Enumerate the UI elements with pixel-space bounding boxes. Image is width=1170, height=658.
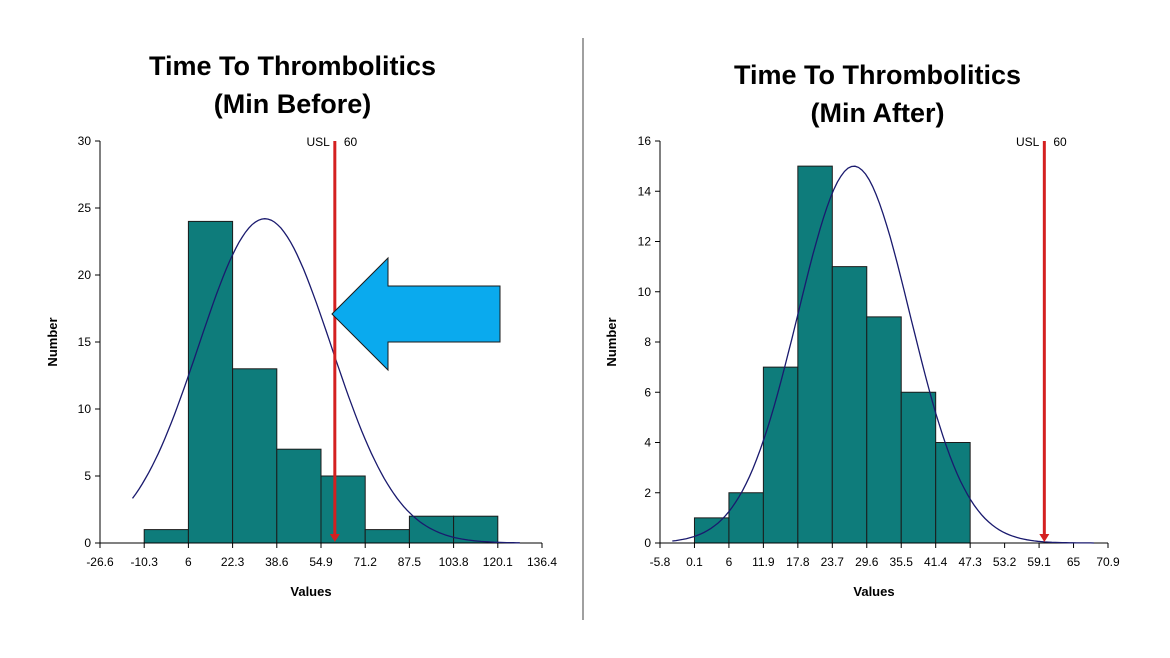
- histogram-bar: [232, 368, 278, 544]
- y-axis-title: Number: [604, 317, 619, 366]
- y-tick-label: 14: [638, 184, 652, 198]
- normal-fit-curve: [672, 165, 1095, 544]
- x-tick-label: 87.5: [398, 555, 422, 569]
- x-tick-label: 54.9: [309, 555, 333, 569]
- usl-arrowhead: [1039, 534, 1050, 542]
- x-tick-label: 136.4: [527, 555, 557, 569]
- histogram-bar: [866, 316, 902, 544]
- histogram-bar: [143, 529, 189, 544]
- histogram-bar: [728, 492, 764, 544]
- usl-value: 60: [1053, 135, 1067, 149]
- chart-panel-before: Time To Thrombolitics (Min Before) 0 5 10 1…: [45, 51, 557, 599]
- y-tick-label: 0: [84, 536, 91, 550]
- y-tick-label: 15: [78, 335, 92, 349]
- histogram-bar: [831, 266, 868, 544]
- x-tick-label: 71.2: [354, 555, 378, 569]
- y-tick-label: 4: [644, 436, 651, 450]
- chart-title-line1: Time To Thrombolitics: [148, 51, 437, 81]
- x-tick-label: 103.8: [439, 555, 469, 569]
- usl-label: USL: [306, 135, 330, 149]
- histogram-bar: [797, 165, 833, 544]
- histogram-bar: [762, 366, 799, 544]
- histogram-bar: [900, 391, 937, 544]
- x-tick-label: 38.6: [265, 555, 289, 569]
- chart-panel-after: Time To Thrombolitics (Min After) 0 2 4 6 8 1…: [585, 0, 1170, 658]
- highlight-arrow-icon: [331, 256, 501, 372]
- histogram-bar: [320, 475, 366, 544]
- x-tick-label: 120.1: [483, 555, 513, 569]
- normal-fit-curve: [131, 218, 520, 544]
- x-axis-title: Values: [290, 584, 331, 599]
- y-tick-label: 0: [644, 536, 651, 550]
- x-tick-label: 29.6: [855, 555, 879, 569]
- y-tick-label: 12: [638, 235, 652, 249]
- y-tick-label: 10: [78, 402, 92, 416]
- y-tick-label: 5: [84, 469, 91, 483]
- x-tick-label: 0.1: [686, 555, 703, 569]
- x-tick-label: 11.9: [752, 555, 775, 569]
- usl-arrowhead: [329, 534, 340, 542]
- x-tick-label: 70.9: [1096, 555, 1120, 569]
- usl-value: 60: [344, 135, 358, 149]
- y-tick-label: 8: [644, 335, 651, 349]
- x-axis-title: Values: [853, 584, 894, 599]
- x-tick-label: 17.8: [786, 555, 810, 569]
- histogram-bar: [693, 517, 730, 544]
- x-tick-label: 53.2: [993, 555, 1017, 569]
- chart-title-line2: (Min After): [810, 98, 945, 128]
- chart-title-line1: Time To Thrombolitics: [733, 60, 1022, 90]
- y-axis-title: Number: [45, 317, 60, 366]
- usl-label: USL: [1016, 135, 1040, 149]
- y-tick-label: 10: [638, 285, 652, 299]
- x-tick-label: -5.8: [650, 555, 671, 569]
- panel-divider: [582, 38, 584, 620]
- x-tick-label: 35.5: [890, 555, 914, 569]
- x-tick-label: 23.7: [821, 555, 845, 569]
- x-tick-label: 6: [185, 555, 192, 569]
- histogram-before: 0 5 10 15 20 25 30 -26.6 -10.3 6 22.3 38.6 54.9 71.2 8…: [45, 134, 557, 599]
- y-tick-label: 25: [78, 201, 92, 215]
- x-tick-label: 22.3: [221, 555, 245, 569]
- histogram-bar: [364, 529, 410, 544]
- histogram-after: 0 2 4 6 8 10 12 14 16 -5.8 0.1 6 11.9 17.8 23.7 29.6 35.…: [604, 134, 1120, 599]
- x-tick-label: -10.3: [131, 555, 159, 569]
- x-tick-label: 6: [726, 555, 733, 569]
- chart-title-line2: (Min Before): [213, 89, 372, 119]
- y-tick-label: 6: [644, 385, 651, 399]
- x-tick-label: 59.1: [1027, 555, 1051, 569]
- y-tick-label: 30: [78, 134, 92, 148]
- x-tick-label: 65: [1067, 555, 1081, 569]
- y-tick-label: 20: [78, 268, 92, 282]
- y-tick-label: 2: [644, 486, 651, 500]
- histogram-bar: [935, 442, 971, 544]
- x-tick-label: -26.6: [86, 555, 114, 569]
- histogram-bar: [276, 448, 322, 544]
- y-tick-label: 16: [638, 134, 652, 148]
- x-tick-label: 41.4: [924, 555, 948, 569]
- x-tick-label: 47.3: [958, 555, 982, 569]
